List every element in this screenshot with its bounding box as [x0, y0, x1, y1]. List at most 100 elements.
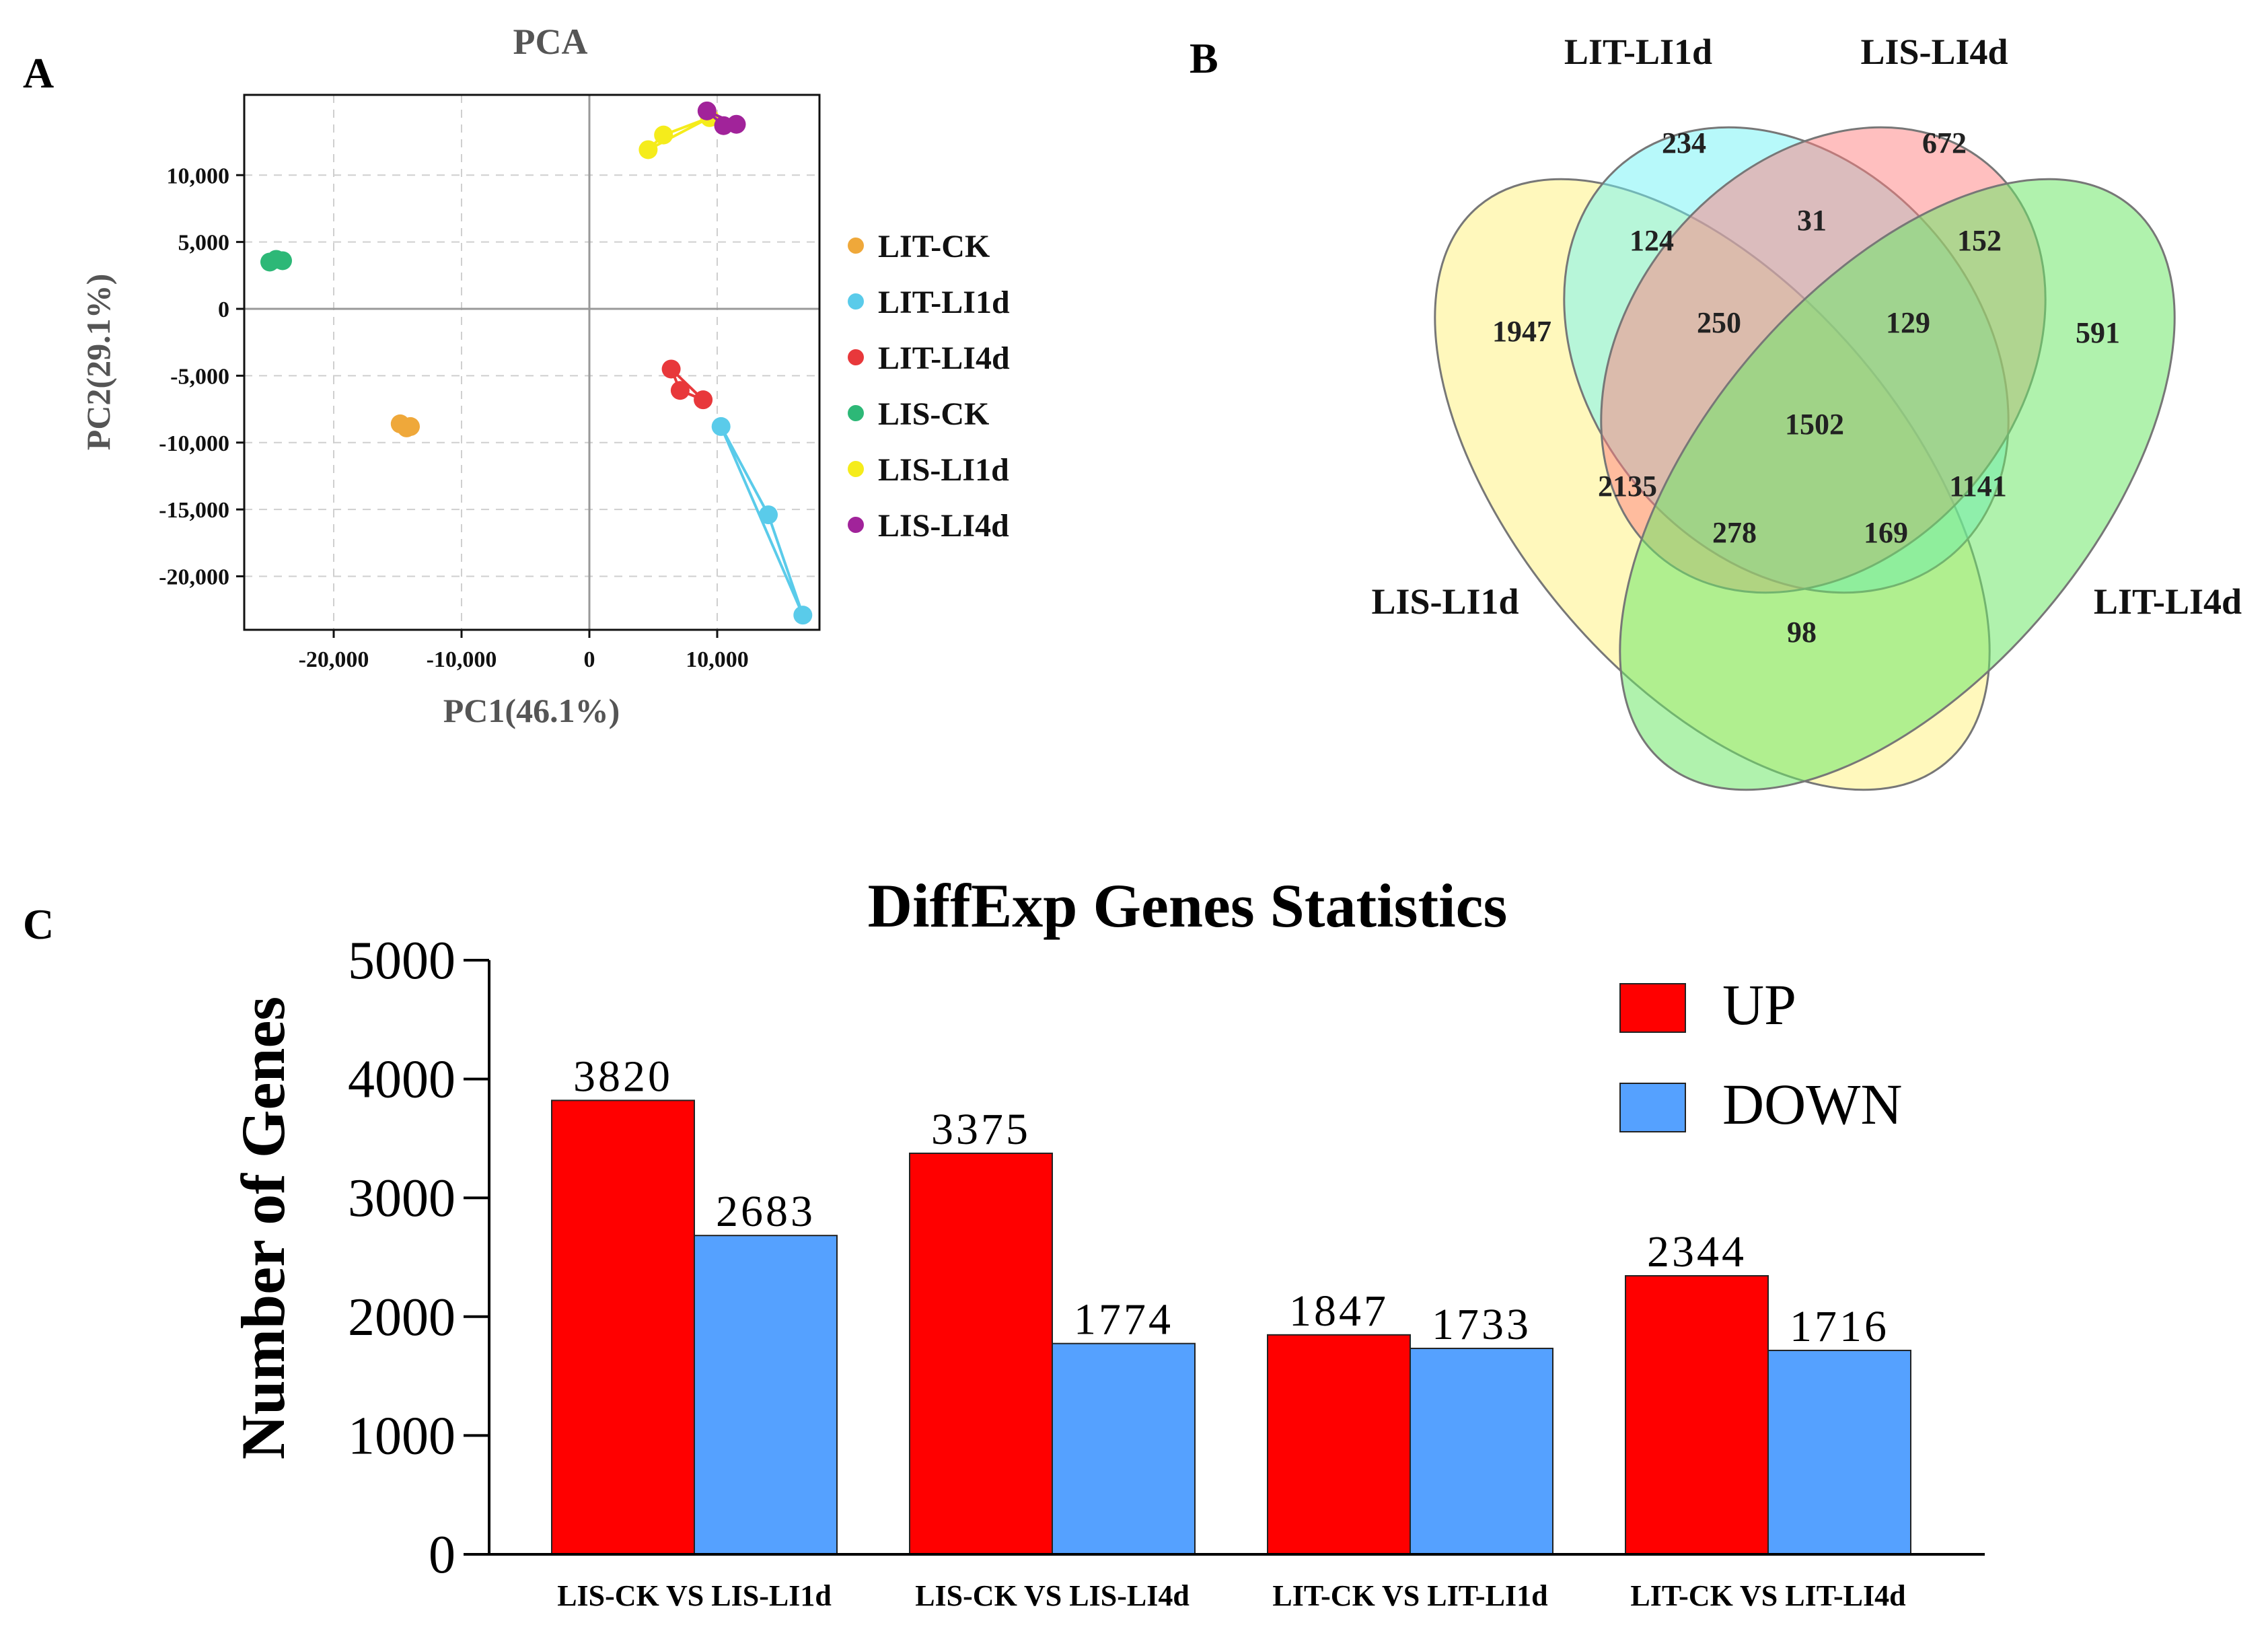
- pca-y-tick-label: -5,000: [170, 364, 229, 389]
- pca-series-lis-li4d: [697, 101, 746, 135]
- venn-region-count: 152: [1957, 224, 2002, 257]
- bar-up: [909, 1152, 1053, 1555]
- pca-legend-marker: [848, 349, 864, 365]
- bar-category-label: LIT-CK VS LIT-LI4d: [1630, 1579, 1905, 1612]
- bar-y-tick-label: 4000: [348, 1050, 455, 1110]
- bar-series-group: 3820 2683 3375 1774 1847 1733 2344 1716: [551, 1052, 1911, 1556]
- pca-y-tick-label: -10,000: [159, 431, 229, 456]
- pca-point: [793, 606, 813, 625]
- bar-y-tick-label: 2000: [348, 1288, 455, 1347]
- bar-value-label: 3820: [573, 1052, 673, 1101]
- bar-value-label: 3375: [931, 1105, 1031, 1154]
- bar-up: [551, 1099, 695, 1555]
- pca-y-axis-label: PC2(29.1%): [79, 274, 117, 450]
- bar-down: [1767, 1349, 1911, 1555]
- bar-down: [1410, 1347, 1553, 1555]
- venn-panel: LIT-LI1d LIS-LI4d LIS-LI1d LIT-LI4d 1947…: [1371, 32, 2242, 791]
- pca-legend-marker: [848, 461, 864, 477]
- bar-value-label: 1774: [1074, 1295, 1173, 1344]
- venn-region-count: 129: [1886, 306, 1930, 339]
- pca-point: [273, 251, 292, 270]
- pca-point: [694, 390, 713, 410]
- pca-legend-label: LIT-LI1d: [878, 285, 1010, 320]
- panel-label-b: B: [1190, 34, 1218, 82]
- bar-value-label: 2344: [1647, 1227, 1747, 1276]
- bar-value-label: 2683: [716, 1187, 815, 1236]
- pca-point: [638, 140, 658, 159]
- pca-y-tick-label: -20,000: [159, 565, 229, 590]
- pca-x-tick-label: 10,000: [686, 647, 749, 672]
- pca-legend-marker: [848, 238, 864, 254]
- pca-series-lit-li1d: [711, 417, 813, 625]
- pca-x-tick-label: -10,000: [427, 647, 497, 672]
- bar-category-label: LIS-CK VS LIS-LI1d: [557, 1579, 832, 1612]
- venn-set-label-lis-li1d: LIS-LI1d: [1371, 581, 1519, 622]
- pca-legend-label: LIS-LI1d: [878, 452, 1009, 488]
- pca-point: [654, 125, 673, 145]
- venn-region-count: 2135: [1598, 470, 1657, 503]
- pca-series-lit-li4d: [661, 359, 713, 410]
- pca-group-outline: [647, 116, 710, 151]
- bar-y-tick-label: 1000: [348, 1406, 455, 1466]
- pca-legend-label: LIT-LI4d: [878, 340, 1010, 376]
- pca-point: [697, 101, 717, 120]
- bar-down: [694, 1235, 838, 1556]
- bar-y-tick-label: 5000: [348, 931, 455, 990]
- bar-up: [1625, 1275, 1769, 1555]
- venn-region-count: 124: [1630, 224, 1674, 257]
- pca-point: [727, 114, 746, 134]
- bar-y-axis-label: Number of Genes: [229, 997, 297, 1459]
- pca-y-tick-label: 5,000: [178, 231, 230, 256]
- pca-series-group: [260, 101, 813, 625]
- venn-set-label-lis-li4d: LIS-LI4d: [1860, 32, 2008, 72]
- pca-series-lit-ck: [390, 414, 420, 437]
- pca-y-axis: 10,000 5,000 0 -5,000 -10,000 -15,000 -20,000: [159, 164, 244, 590]
- venn-region-count: 1502: [1785, 408, 1844, 441]
- bar-y-tick-label: 3000: [348, 1169, 455, 1228]
- venn-region-count: 98: [1787, 616, 1817, 649]
- bar-legend-swatch: [1619, 983, 1686, 1033]
- bar-x-axis: LIS-CK VS LIS-LI1d LIS-CK VS LIS-LI4d LIT-…: [489, 1553, 1985, 1612]
- pca-point: [401, 417, 420, 436]
- pca-legend-marker: [848, 517, 864, 533]
- panel-label-c: C: [23, 900, 54, 948]
- pca-legend-marker: [848, 293, 864, 310]
- pca-x-axis: -20,000 -10,000 0 10,000: [299, 630, 749, 672]
- venn-region-count: 278: [1712, 516, 1757, 549]
- venn-ellipse-lit-li4d: [1619, 178, 2176, 791]
- pca-y-tick-label: -15,000: [159, 498, 229, 523]
- pca-title: PCA: [513, 22, 588, 62]
- bar-y-tick-label: 0: [429, 1525, 455, 1585]
- pca-panel: PCA -20,000 -10,000 0 10,000 10,000 5,000 0 -5…: [79, 22, 1010, 729]
- panel-label-a: A: [23, 49, 54, 97]
- bar-panel: DiffExp Genes Statistics Number of Genes…: [229, 871, 1985, 1612]
- pca-point: [661, 359, 681, 379]
- bar-value-label: 1847: [1289, 1287, 1389, 1336]
- pca-legend-marker: [848, 405, 864, 421]
- venn-set-label-lit-li4d: LIT-LI4d: [2094, 581, 2242, 622]
- pca-legend-label: LIS-LI4d: [878, 508, 1009, 544]
- bar-legend-label: UP: [1722, 972, 1796, 1037]
- venn-region-count: 250: [1697, 306, 1741, 339]
- venn-set-label-lit-li1d: LIT-LI1d: [1564, 32, 1712, 72]
- bar-chart-title: DiffExp Genes Statistics: [868, 871, 1508, 940]
- venn-region-count: 672: [1922, 126, 1967, 159]
- bar-up: [1267, 1334, 1411, 1556]
- bar-legend-swatch: [1619, 1083, 1686, 1132]
- venn-region-count: 591: [2076, 316, 2120, 349]
- pca-grid: [244, 95, 819, 630]
- venn-region-count: 31: [1797, 204, 1827, 237]
- bar-value-label: 1733: [1432, 1300, 1531, 1349]
- bar-category-label: LIS-CK VS LIS-LI4d: [915, 1579, 1190, 1612]
- venn-region-count: 1947: [1492, 315, 1551, 348]
- venn-region-count: 234: [1662, 126, 1706, 159]
- venn-region-count: 1141: [1949, 470, 2007, 503]
- bar-value-label: 1716: [1790, 1302, 1889, 1351]
- pca-legend-label: LIS-CK: [878, 396, 989, 432]
- pca-x-tick-label: 0: [584, 647, 595, 672]
- bar-down: [1052, 1342, 1196, 1555]
- bar-category-label: LIT-CK VS LIT-LI1d: [1272, 1579, 1547, 1612]
- pca-x-axis-label: PC1(46.1%): [443, 692, 620, 729]
- pca-y-tick-label: 0: [218, 297, 229, 322]
